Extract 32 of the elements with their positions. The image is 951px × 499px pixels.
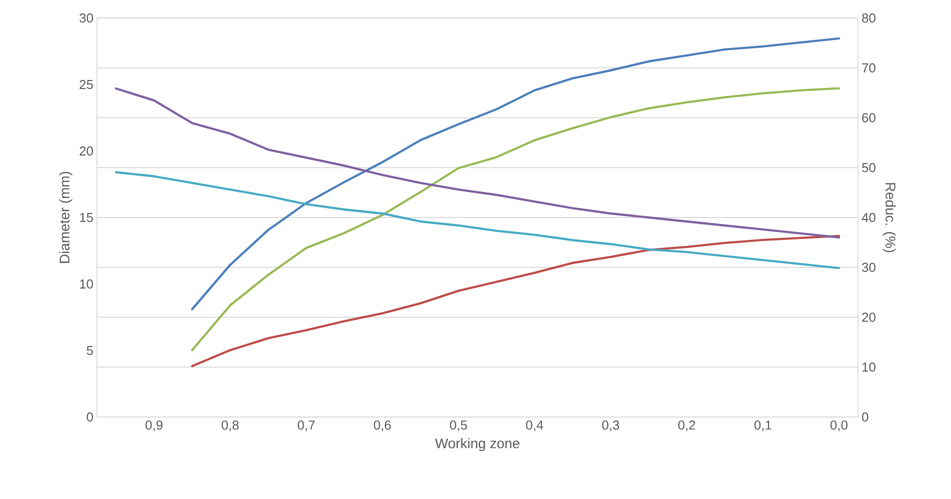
y2-tick-label: 30 [862,262,876,272]
y2-tick-label: 80 [862,13,876,23]
y2-tick-label: 50 [862,163,876,172]
line-series [191,87,840,352]
x-tick-label: 0,5 [450,420,467,432]
y-tick-label: 5 [86,346,93,356]
line-series [114,171,840,270]
y2-tick-label: 60 [862,113,876,122]
x-tick-label: 0,9 [146,420,162,432]
y-tick-label: 0 [86,412,93,422]
x-tick-label: 0,2 [678,420,696,432]
y2-tick-label: 40 [862,212,876,222]
y-tick-label: 15 [80,212,93,222]
x-tick-label: 0,8 [222,420,239,432]
y-axis-title: Diameter (mm) [59,172,72,263]
y-tick-label: 25 [80,80,93,90]
y-tick-label: 20 [80,146,93,156]
x-tick-label: 0,4 [526,420,544,432]
x-tick-label: 0,3 [602,420,620,432]
y-tick-label: 30 [80,13,93,23]
y-tick-label: 10 [80,279,93,289]
y2-axis-title: Reduc. (%) [882,183,896,252]
x-tick-label: 0,1 [754,420,772,432]
y2-tick-label: 0 [862,412,868,422]
x-axis-title: Working zone [435,438,520,452]
x-tick-label: 0,6 [374,420,391,432]
line-series [191,37,840,310]
y2-tick-label: 20 [862,312,876,322]
x-tick-label: 0,7 [298,420,315,432]
x-tick-label: 0,0 [830,420,848,432]
y2-tick-label: 70 [862,63,876,72]
y2-tick-label: 10 [862,362,876,372]
